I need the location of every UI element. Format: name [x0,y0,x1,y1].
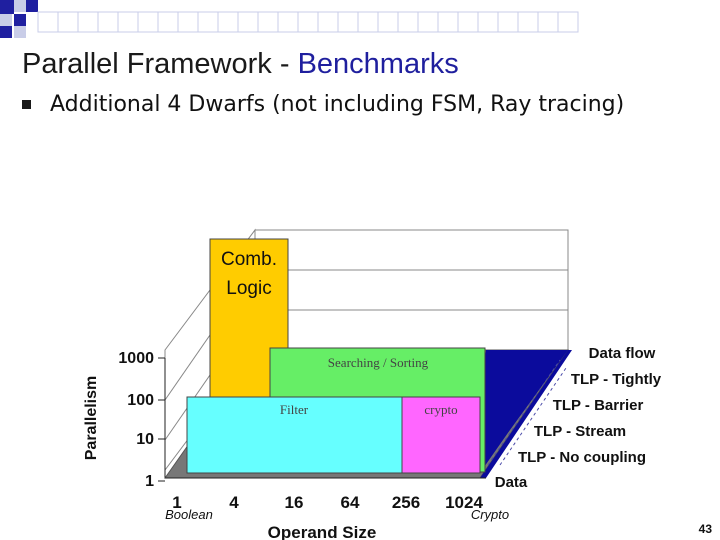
title-decoration [0,0,579,38]
deco-square [0,0,14,14]
deco-square [14,26,26,38]
data-floor-line [499,367,567,466]
crypto-label: crypto [424,402,457,417]
title-main: Parallel Framework - [22,48,298,80]
deco-square [0,14,12,26]
chart-back-wall [254,229,569,351]
deco-square [0,26,12,38]
y-tick-label: 1000 [118,350,154,367]
x-tick-label: 16 [285,493,304,512]
deco-square [14,0,26,12]
depth-label: TLP - Stream [534,423,626,440]
depth-label: Data flow [589,345,656,362]
y-tick-labels: 1000 100 10 1 [118,350,165,490]
data-floor-edge [480,350,572,478]
y-tick-label: 10 [136,431,154,448]
x-tick-label: 1024 [445,493,483,512]
comb-logic-label-2: Logic [226,278,271,299]
deco-square [26,0,38,12]
depth-label: Data [495,474,528,491]
bullet-text: Additional 4 Dwarfs (not including FSM, … [50,92,625,117]
x-tick-label: 1 [172,493,181,512]
x-tick-label: 4 [229,493,239,512]
y-axis-label: Parallelism [83,376,100,461]
x-axis-label: Operand Size [268,523,377,540]
searching-sorting-label: Searching / Sorting [328,355,429,370]
title-accent: Benchmarks [297,48,459,80]
x-tick-label: 64 [341,493,360,512]
data-floor [470,350,568,470]
deco-square [14,14,26,26]
deco-grid-cells [37,12,559,32]
crypto-block [401,396,481,474]
depth-label: TLP - No coupling [518,449,646,466]
x-annotation-boolean: Boolean [165,507,213,522]
x-annotation-crypto: Crypto [471,507,509,522]
x-tick-label: 256 [392,493,420,512]
y-tick-label: 1 [145,473,154,490]
depth-label: TLP - Tightly [571,371,662,388]
bullet-square-icon [22,100,31,109]
slide-title: Parallel Framework - Benchmarks [22,48,459,81]
slide-number: 43 [698,522,712,536]
filter-label: Filter [280,402,309,417]
y-tick-label: 100 [127,392,154,409]
depth-labels: Data flow TLP - Tightly TLP - Barrier TLP -… [495,345,662,491]
depth-label: TLP - Barrier [553,397,644,414]
comb-logic-label-1: Comb. [221,249,277,270]
x-tick-labels: 1 4 16 64 256 1024 [172,493,483,512]
filter-block [186,396,404,474]
